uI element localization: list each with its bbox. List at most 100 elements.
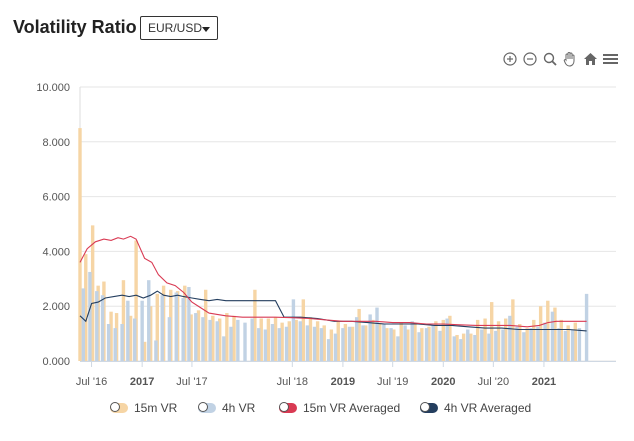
zoom-out-icon[interactable] [522, 51, 538, 67]
bar-4h-vr [396, 336, 400, 361]
bar-15m-vr [225, 313, 229, 361]
bar-15m-vr [461, 333, 466, 361]
bar-15m-vr [475, 319, 480, 361]
legend-item-4h-vr-averaged[interactable]: 4h VR Averaged [420, 399, 531, 417]
bar-4h-vr [361, 325, 365, 361]
volatility-chart: 10.000 8.000 6.000 4.000 2.000 0.000 Jul '16 2… [36, 82, 616, 388]
bar-4h-vr [133, 318, 137, 361]
bar-4h-vr [563, 330, 568, 361]
bar-4h-vr [113, 328, 117, 361]
bar-4h-vr [347, 326, 352, 361]
bar-15m-vr [448, 315, 452, 361]
bar-15m-vr [211, 315, 215, 361]
bar-4h-vr [229, 326, 233, 361]
magnify-icon[interactable] [542, 51, 558, 67]
bar-15m-vr [315, 321, 320, 361]
legend-item-4h-vr[interactable]: 4h VR [198, 399, 255, 417]
bar-4h-vr [284, 326, 289, 361]
legend-toggle-4h-vr-averaged[interactable] [420, 402, 438, 413]
bar-15m-vr [496, 321, 501, 361]
bar-4h-vr [473, 334, 477, 361]
bar-15m-vr [203, 289, 208, 361]
chart-grid [79, 86, 616, 362]
bar-15m-vr [427, 326, 431, 361]
bar-15m-vr [259, 318, 263, 361]
legend-toggle-4h-vr[interactable] [198, 402, 216, 413]
bar-4h-vr [570, 329, 575, 361]
bar-4h-vr [354, 317, 359, 361]
bar-15m-vr [406, 329, 410, 361]
line-4h-vr-averaged [79, 290, 587, 332]
bar-4h-vr [529, 328, 533, 361]
chart-toolbar [502, 51, 618, 67]
bar-4h-vr [341, 328, 345, 361]
y-tick-label: 6.000 [42, 192, 70, 204]
bar-4h-vr [95, 291, 99, 361]
bar-4h-vr [417, 332, 421, 361]
bar-15m-vr [121, 280, 126, 361]
home-icon[interactable] [582, 51, 598, 67]
x-tick-label: 2019 [331, 376, 355, 388]
legend-toggle-15m-vr[interactable] [110, 402, 128, 413]
bar-4h-vr [577, 328, 582, 361]
bar-4h-vr [263, 329, 268, 361]
bar-4h-vr [291, 299, 296, 361]
pan-hand-icon[interactable] [562, 51, 578, 67]
menu-icon[interactable] [602, 51, 618, 67]
legend-item-15m-vr-averaged[interactable]: 15m VR Averaged [279, 399, 400, 417]
bar-4h-vr [181, 297, 185, 361]
bar-15m-vr [455, 334, 459, 361]
y-axis: 10.000 8.000 6.000 4.000 2.000 0.000 [36, 82, 70, 368]
bar-4h-vr [522, 332, 526, 361]
bar-15m-vr [273, 317, 278, 361]
bar-15m-vr [232, 315, 236, 361]
zoom-in-icon[interactable] [502, 51, 518, 67]
bar-15m-vr [441, 319, 445, 361]
bar-4h-vr [270, 324, 275, 361]
bar-4h-vr [147, 280, 151, 361]
bar-15m-vr [434, 321, 438, 361]
bar-15m-vr [329, 329, 334, 361]
bar-15m-vr [196, 310, 201, 361]
bar-4h-vr [550, 311, 555, 361]
bar-15m-vr [504, 318, 508, 361]
bar-15m-vr [559, 319, 563, 361]
bar-15m-vr [489, 302, 494, 361]
bar-4h-vr [459, 339, 463, 361]
series-15m-vr-bars [78, 128, 577, 361]
bar-4h-vr [445, 318, 449, 361]
legend-item-15m-vr[interactable]: 15m VR [110, 399, 177, 417]
bar-15m-vr [109, 311, 113, 361]
bar-4h-vr [187, 287, 191, 361]
y-tick-label: 10.000 [36, 82, 70, 94]
bar-4h-vr [319, 328, 324, 361]
x-tick-label: Jul '18 [277, 376, 308, 388]
legend-toggle-15m-vr-averaged[interactable] [279, 402, 297, 413]
legend-label-4h-vr-averaged: 4h VR Averaged [444, 401, 532, 415]
x-axis: Jul '16 2017 Jul '17 Jul '18 2019 Jul '19 2020… [76, 361, 616, 388]
bar-15m-vr [566, 325, 570, 361]
bar-4h-vr [120, 324, 124, 361]
bar-4h-vr [536, 326, 540, 361]
bar-15m-vr [90, 225, 95, 361]
bar-4h-vr [584, 293, 589, 361]
bar-4h-vr [494, 330, 498, 361]
bar-15m-vr [413, 324, 417, 361]
bar-4h-vr [403, 325, 407, 361]
bar-15m-vr [155, 293, 159, 361]
y-tick-label: 2.000 [42, 301, 70, 313]
bar-15m-vr [378, 324, 382, 361]
bar-15m-vr [218, 318, 222, 361]
bar-15m-vr [78, 128, 82, 361]
currency-pair-dropdown[interactable]: EUR/USD [140, 16, 218, 40]
bar-4h-vr [466, 329, 470, 361]
bar-15m-vr [280, 322, 284, 361]
bar-4h-vr [501, 329, 505, 361]
bar-4h-vr [382, 324, 386, 361]
bar-4h-vr [222, 336, 226, 361]
bar-15m-vr [142, 341, 147, 361]
currency-pair-value: EUR/USD [148, 21, 203, 35]
bar-15m-vr [546, 300, 550, 361]
bar-4h-vr [236, 319, 240, 361]
x-tick-label: Jul '20 [478, 376, 509, 388]
